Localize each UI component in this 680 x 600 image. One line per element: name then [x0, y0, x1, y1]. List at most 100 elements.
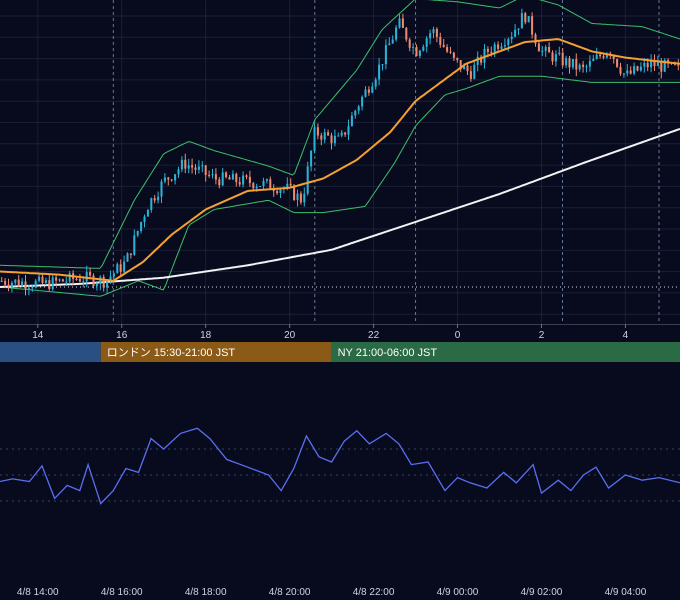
candle-body — [520, 13, 523, 29]
price-tick-label: 20 — [284, 330, 296, 341]
candle-body — [228, 177, 231, 180]
candle-body — [306, 166, 309, 194]
candle-body — [500, 46, 503, 49]
candle-body — [626, 70, 629, 74]
candle-body — [558, 52, 561, 55]
candle-body — [296, 193, 299, 200]
bollinger-lower-line — [0, 75, 680, 297]
candle-body — [174, 174, 177, 181]
candle-body — [537, 43, 540, 52]
candle-body — [123, 261, 126, 272]
candle-body — [78, 278, 81, 282]
candle-body — [527, 16, 530, 23]
candle-body — [656, 62, 659, 67]
candle-body — [452, 52, 455, 58]
candle-body — [473, 64, 476, 79]
oscillator-pane[interactable] — [0, 427, 680, 505]
price-pane[interactable] — [0, 0, 680, 324]
candle-body — [480, 56, 483, 63]
candle-body — [51, 277, 54, 290]
session-tokyo — [0, 342, 101, 362]
date-tick-label: 4/8 16:00 — [101, 587, 143, 598]
candle-body — [469, 71, 472, 79]
candle-body — [82, 281, 85, 283]
candle-body — [548, 47, 551, 53]
candle-body — [599, 54, 602, 57]
candle-body — [514, 29, 517, 37]
candle-body — [85, 272, 88, 282]
date-tick-label: 4/8 20:00 — [269, 587, 311, 598]
candle-body — [605, 53, 608, 58]
candle-body — [595, 54, 598, 59]
candle-body — [177, 169, 180, 175]
session-london-label: ロンドン 15:30-21:00 JST — [107, 347, 236, 359]
candle-body — [391, 39, 394, 44]
candle-body — [639, 66, 642, 71]
candle-body — [65, 281, 68, 283]
short-moving-average-line — [0, 38, 680, 282]
candle-body — [493, 44, 496, 53]
candle-body — [497, 44, 500, 49]
candle-body — [554, 54, 557, 62]
candle-body — [58, 279, 61, 281]
candle-body — [344, 132, 347, 135]
candle-body — [602, 56, 605, 58]
date-tick-label: 4/9 02:00 — [521, 587, 563, 598]
candle-body — [14, 279, 17, 283]
candle-body — [483, 48, 486, 63]
candle-body — [0, 280, 3, 282]
candle-body — [320, 135, 323, 140]
candle-body — [75, 278, 78, 280]
candle-body — [133, 235, 136, 255]
candle-body — [55, 277, 58, 281]
session-london — [100, 342, 332, 362]
candle-body — [27, 288, 30, 290]
candle-body — [568, 58, 571, 68]
candle-body — [340, 132, 343, 136]
candle-body — [34, 280, 37, 288]
candle-body — [429, 33, 432, 39]
candle-body — [289, 183, 292, 186]
candle-body — [463, 65, 466, 70]
candle-body — [395, 27, 398, 40]
candle-body — [459, 60, 462, 70]
candle-body — [265, 179, 268, 181]
candle-body — [170, 179, 173, 181]
candle-body — [551, 52, 554, 62]
candle-body — [408, 39, 411, 48]
candle-body — [293, 185, 296, 200]
price-tick-label: 14 — [32, 330, 44, 341]
candle-body — [218, 179, 221, 186]
candle-body — [146, 210, 149, 217]
candle-body — [616, 58, 619, 67]
candle-body — [157, 196, 160, 201]
candle-body — [367, 89, 370, 93]
date-tick-label: 4/9 00:00 — [437, 587, 479, 598]
candle-body — [582, 64, 585, 67]
bollinger-bands — [0, 0, 680, 297]
candle-body — [643, 62, 646, 67]
candle-body — [435, 29, 438, 37]
oscillator-line — [0, 427, 680, 505]
date-tick-label: 4/8 18:00 — [185, 587, 227, 598]
candle-body — [245, 175, 248, 177]
candle-body — [364, 89, 367, 97]
candle-body — [136, 230, 139, 236]
candle-body — [197, 166, 200, 170]
candle-body — [24, 281, 27, 289]
candle-body — [10, 282, 13, 288]
candle-body — [225, 172, 228, 178]
candle-body — [425, 38, 428, 47]
price-tick-label: 16 — [116, 330, 128, 341]
candle-body — [187, 165, 190, 169]
candle-body — [89, 272, 92, 276]
candle-body — [323, 132, 326, 140]
candle-body — [163, 177, 166, 182]
candle-body — [578, 64, 581, 70]
candle-body — [412, 46, 415, 48]
candle-body — [405, 27, 408, 40]
candle-body — [299, 193, 302, 203]
candle-body — [337, 135, 340, 137]
candle-body — [259, 186, 262, 188]
